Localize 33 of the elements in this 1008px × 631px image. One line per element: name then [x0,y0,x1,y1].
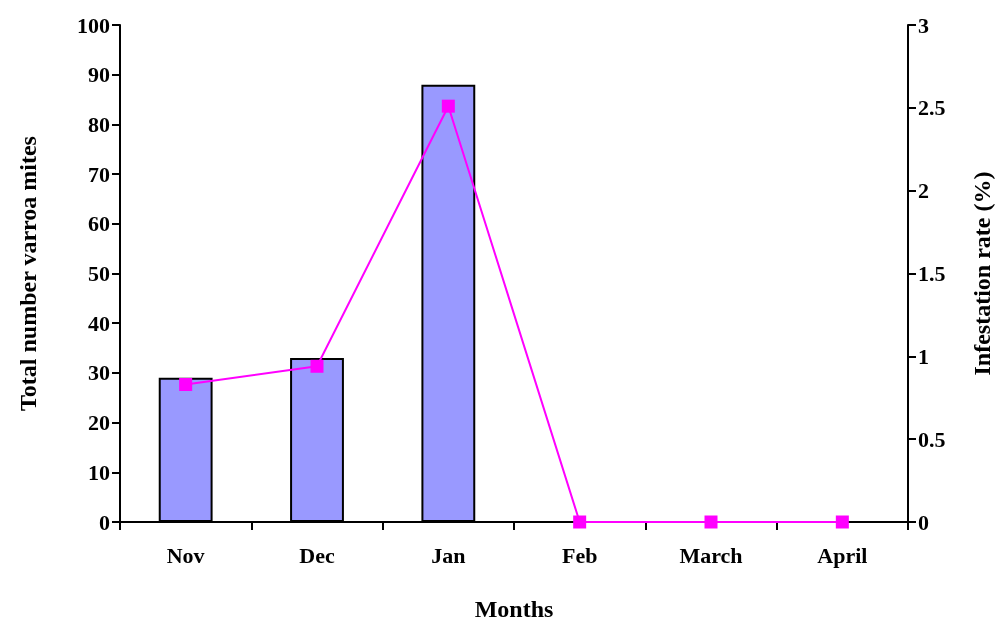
y-tick-label: 80 [88,111,110,137]
y2-tick-label: 1 [918,343,929,369]
y-tick-label: 10 [88,459,110,485]
y2-axis-title: Infestation rate (%) [969,171,995,376]
x-axis-title: Months [474,596,554,622]
y-tick-label: 40 [88,310,110,336]
point [573,515,587,529]
point [441,99,455,113]
y-tick-label: 100 [77,12,110,38]
y-tick-label: 20 [88,410,110,436]
y2-tick-label: 0.5 [918,426,946,452]
y-tick-label: 30 [88,360,110,386]
x-tick-label: Feb [561,542,598,568]
y-axis-title: Total number varroa mites [15,136,41,411]
x-tick-label: March [679,542,743,568]
point [704,515,718,529]
y2-tick-label: 1.5 [918,261,946,286]
y-tick-label: 0 [99,509,110,535]
y2-tick-label: 2.5 [918,95,946,121]
y-tick-label: 90 [88,62,110,88]
x-tick-label: April [817,542,868,568]
y2-tick-label: 3 [918,12,929,38]
point [310,359,324,373]
y-tick-label: 60 [88,211,110,237]
y2-tick-label: 2 [918,178,929,204]
x-tick-label: Dec [299,542,335,568]
y2-tick-label: 0 [918,509,929,535]
y-tick-label: 70 [88,161,110,187]
x-tick-label: Nov [166,542,205,568]
x-tick-label: Jan [431,542,466,568]
point [179,378,193,391]
point [835,515,849,529]
y-tick-label: 50 [88,261,110,286]
